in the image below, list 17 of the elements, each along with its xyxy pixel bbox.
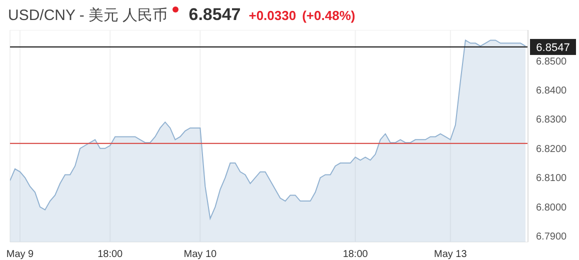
text: +0.0330 [248,8,296,22]
x-tick-label: May 10 [184,249,218,260]
y-tick-label: 6.8200 [536,144,568,155]
text: (+0.48%) [302,8,356,22]
text: 6.8547 [188,5,241,25]
y-tick-label: 6.8000 [536,202,568,214]
y-tick-label: 6.7900 [536,232,568,243]
x-tick-label: May 13 [434,249,468,260]
ref-line-label: 6.8547 [536,42,570,54]
x-tick-label: May 9 [6,249,34,260]
x-tick-label: 18:00 [98,249,124,260]
y-tick-label: 6.8400 [536,85,568,96]
chart-title: USD/CNY - 美元 人民币 [8,6,168,24]
x-tick-label: 18:00 [342,249,368,260]
y-tick-label: 6.8100 [536,173,568,184]
y-tick-label: 6.8500 [536,56,568,68]
y-tick-label: 6.8300 [536,114,568,126]
